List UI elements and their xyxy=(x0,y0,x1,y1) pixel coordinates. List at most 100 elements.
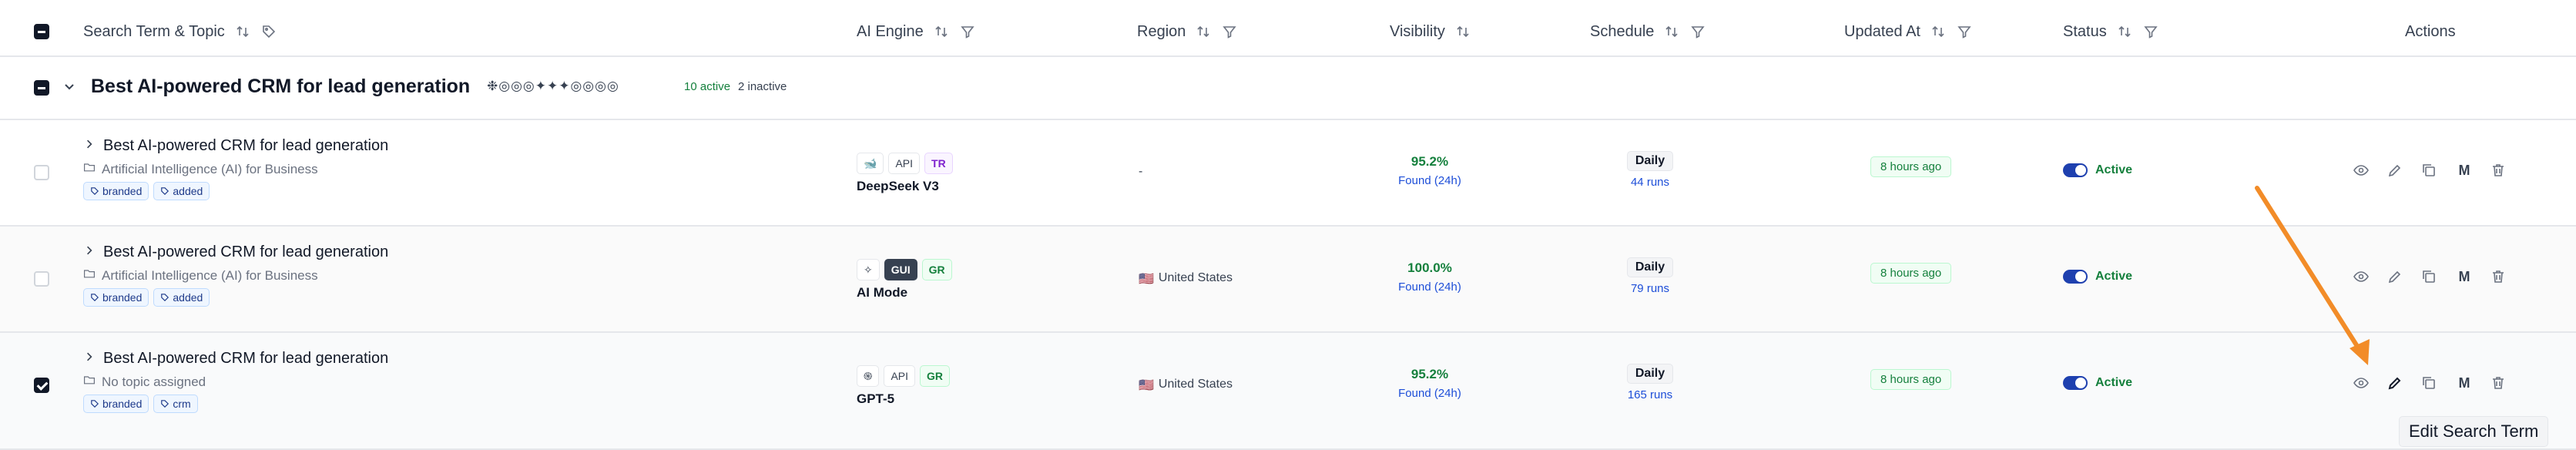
region-cell: - xyxy=(1139,165,1143,178)
sort-icon[interactable] xyxy=(1195,23,1212,40)
chevron-down-icon[interactable] xyxy=(62,79,79,96)
row-title[interactable]: Best AI-powered CRM for lead generation xyxy=(83,137,388,155)
row-checkbox[interactable] xyxy=(34,271,49,287)
sort-icon[interactable] xyxy=(2116,23,2133,40)
tag-badge[interactable]: branded xyxy=(83,395,149,413)
row-title-text: Best AI-powered CRM for lead generation xyxy=(103,137,389,154)
found-label: Found (24h) xyxy=(1398,387,1461,400)
engine-cell: ✧ GUI GR AI Mode xyxy=(857,259,952,301)
found-label: Found (24h) xyxy=(1398,174,1461,187)
pencil-icon[interactable] xyxy=(2385,373,2405,393)
row-title[interactable]: Best AI-powered CRM for lead generation xyxy=(83,243,388,261)
header-ai-engine: AI Engine xyxy=(857,8,976,55)
schedule-cell: Daily 44 runs xyxy=(1573,151,1727,189)
tag-icon xyxy=(161,400,169,408)
copy-icon[interactable] xyxy=(2419,373,2439,393)
header-actions-label: Actions xyxy=(2405,22,2456,40)
chevron-right-icon[interactable] xyxy=(83,243,96,261)
openai-icon: ֍ xyxy=(857,365,880,387)
header-visibility-label: Visibility xyxy=(1390,22,1445,40)
schedule-cell: Daily 79 runs xyxy=(1573,257,1727,295)
copy-icon[interactable] xyxy=(2419,267,2439,287)
sort-icon[interactable] xyxy=(1663,23,1680,40)
filter-icon[interactable] xyxy=(1221,23,1238,40)
tag-label: added xyxy=(173,185,203,197)
filter-icon[interactable] xyxy=(1956,23,1973,40)
filter-icon[interactable] xyxy=(1689,23,1706,40)
engine-cell: ֍ API GR GPT-5 xyxy=(857,365,951,407)
row-title[interactable]: Best AI-powered CRM for lead generation xyxy=(83,350,388,368)
sort-icon[interactable] xyxy=(1930,23,1947,40)
visibility-cell: 100.0% Found (24h) xyxy=(1353,260,1507,294)
schedule-badge: Daily xyxy=(1626,257,1674,277)
filter-icon[interactable] xyxy=(959,23,976,40)
tag-icon xyxy=(161,294,169,302)
region-label: United States xyxy=(1158,271,1233,284)
sort-icon[interactable] xyxy=(234,23,251,40)
group-title: Best AI-powered CRM for lead generation xyxy=(91,76,471,97)
engine-mode-badge: API xyxy=(884,365,916,387)
row-topic-text: Artificial Intelligence (AI) for Busines… xyxy=(102,161,318,176)
inactive-count: 2 inactive xyxy=(738,80,787,93)
trash-icon[interactable] xyxy=(2488,267,2508,287)
chevron-right-icon[interactable] xyxy=(83,350,96,368)
m-action-button[interactable]: M xyxy=(2458,162,2470,178)
sort-icon[interactable] xyxy=(1454,23,1471,40)
tag-icon xyxy=(91,400,99,408)
pencil-icon[interactable] xyxy=(2385,160,2405,180)
tag-badge[interactable]: crm xyxy=(153,395,198,413)
tag-icon xyxy=(161,187,169,196)
tag-badge[interactable]: added xyxy=(153,288,210,307)
status-toggle[interactable] xyxy=(2063,376,2088,390)
tag-badge[interactable]: branded xyxy=(83,182,149,200)
folder-icon xyxy=(83,161,96,177)
us-flag-icon: 🇺🇸 xyxy=(1139,379,1154,392)
header-status: Status xyxy=(2063,8,2159,55)
engine-region-badge: GR xyxy=(920,365,951,387)
tag-filter-icon[interactable] xyxy=(260,23,277,40)
eye-icon[interactable] xyxy=(2351,373,2371,393)
visibility-value: 100.0% xyxy=(1407,260,1452,275)
table-row[interactable]: Best AI-powered CRM for lead generation … xyxy=(0,333,2576,450)
eye-icon[interactable] xyxy=(2351,160,2371,180)
eye-icon[interactable] xyxy=(2351,267,2371,287)
copy-icon[interactable] xyxy=(2419,160,2439,180)
select-all-checkbox[interactable] xyxy=(34,24,49,39)
group-checkbox[interactable] xyxy=(34,80,49,96)
status-label: Active xyxy=(2095,270,2133,283)
chevron-right-icon[interactable] xyxy=(83,137,96,155)
updated-badge: 8 hours ago xyxy=(1870,156,1952,177)
row-topic-text: Artificial Intelligence (AI) for Busines… xyxy=(102,267,318,283)
runs-count: 79 runs xyxy=(1630,282,1670,295)
status-label: Active xyxy=(2095,163,2133,176)
trash-icon[interactable] xyxy=(2488,373,2508,393)
tag-badge[interactable]: branded xyxy=(83,288,149,307)
table-row[interactable]: Best AI-powered CRM for lead generation … xyxy=(0,227,2576,333)
m-action-button[interactable]: M xyxy=(2458,374,2470,391)
edit-tooltip: Edit Search Term xyxy=(2399,416,2549,447)
row-checkbox[interactable] xyxy=(34,165,49,180)
header-ai-engine-label: AI Engine xyxy=(857,22,924,40)
tag-label: branded xyxy=(102,185,143,197)
filter-icon[interactable] xyxy=(2142,23,2159,40)
region-cell: 🇺🇸 United States xyxy=(1139,378,1233,393)
trash-icon[interactable] xyxy=(2488,160,2508,180)
table-header: Search Term & Topic AI Engine Region Vis… xyxy=(0,8,2576,57)
status-cell: Active xyxy=(2063,270,2132,284)
sort-icon[interactable] xyxy=(933,23,950,40)
status-toggle[interactable] xyxy=(2063,163,2088,177)
visibility-value: 95.2% xyxy=(1410,367,1449,381)
tag-badge[interactable]: added xyxy=(153,182,210,200)
group-row[interactable]: Best AI-powered CRM for lead generation … xyxy=(0,57,2576,120)
status-toggle[interactable] xyxy=(2063,270,2088,284)
header-region: Region xyxy=(1137,8,1238,55)
engine-name: AI Mode xyxy=(857,285,908,300)
table-row[interactable]: Best AI-powered CRM for lead generation … xyxy=(0,120,2576,227)
row-topic: Artificial Intelligence (AI) for Busines… xyxy=(83,161,388,177)
row-topic: No topic assigned xyxy=(83,374,388,390)
tag-label: branded xyxy=(102,398,143,410)
m-action-button[interactable]: M xyxy=(2458,268,2470,284)
us-flag-icon: 🇺🇸 xyxy=(1139,273,1154,286)
row-checkbox[interactable] xyxy=(34,378,49,393)
pencil-icon[interactable] xyxy=(2385,267,2405,287)
